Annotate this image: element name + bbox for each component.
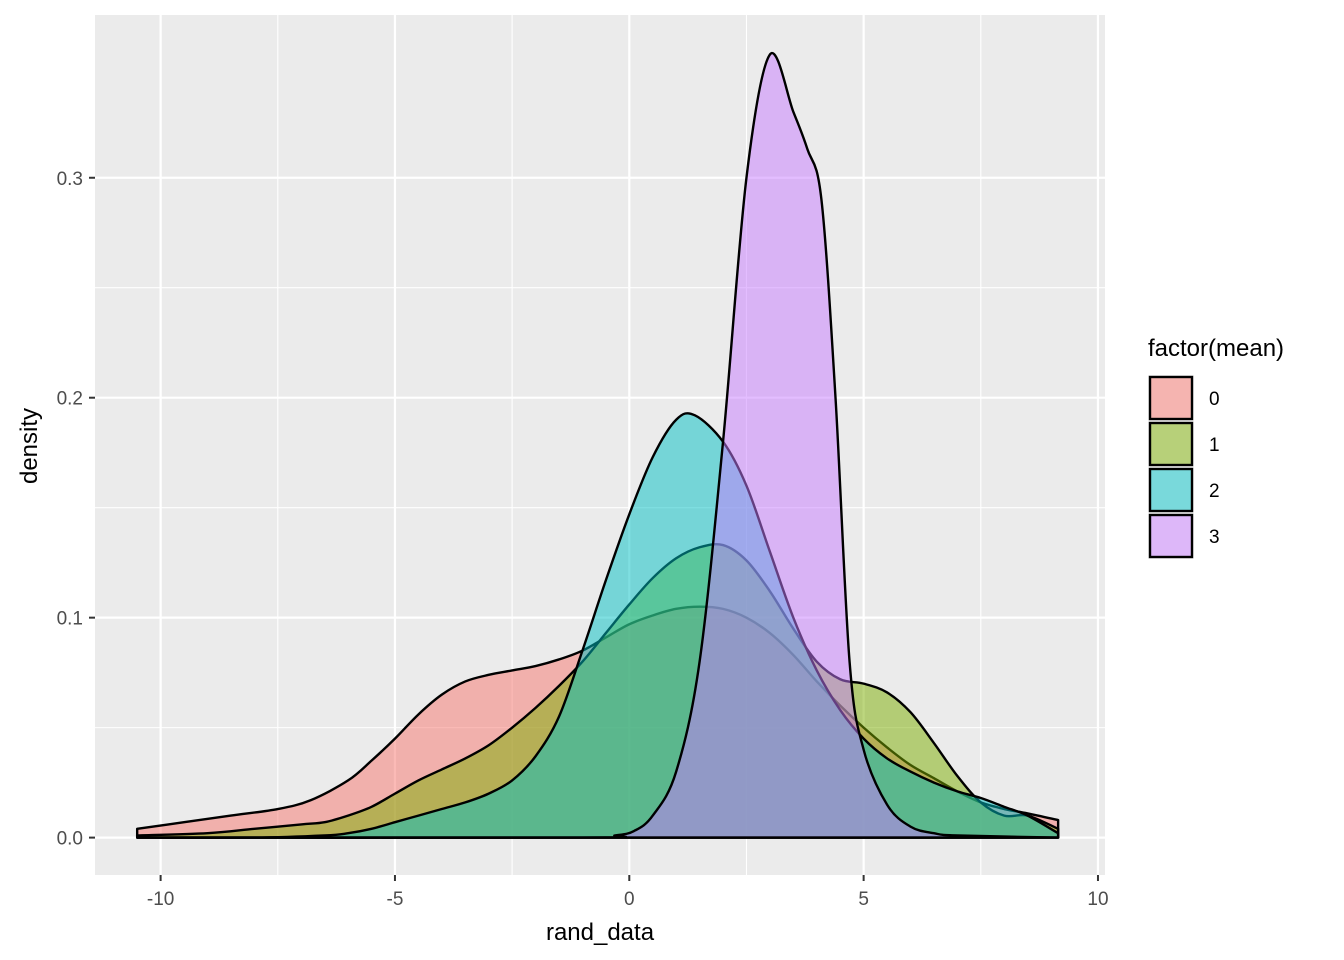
x-tick-label: 10 [1087, 889, 1108, 910]
y-tick-label: 0.2 [57, 389, 83, 410]
density-area-3 [135, 51, 1060, 839]
legend-label-3: 3 [1209, 527, 1220, 548]
legend-swatch-1 [1148, 421, 1194, 467]
legend-swatch-0 [1148, 375, 1194, 421]
y-axis: 0.0 0.1 0.2 0.3 [57, 169, 95, 850]
x-tick-label: -5 [387, 889, 404, 910]
legend-title: factor(mean) [1148, 335, 1284, 362]
x-axis: -10 -5 0 5 10 [147, 875, 1109, 910]
y-axis-title: density [16, 408, 43, 484]
x-tick-label: -10 [147, 889, 174, 910]
legend: factor(mean) 0 1 2 3 [1148, 335, 1284, 559]
x-tick-label: 0 [624, 889, 635, 910]
legend-label-1: 1 [1209, 435, 1220, 456]
y-tick-label: 0.1 [57, 609, 83, 630]
x-tick-label: 5 [858, 889, 869, 910]
y-tick-label: 0.0 [57, 829, 83, 850]
density-areas [135, 51, 1060, 839]
y-tick-label: 0.3 [57, 169, 83, 190]
legend-swatch-2 [1148, 467, 1194, 513]
legend-label-2: 2 [1209, 481, 1220, 502]
legend-swatch-3 [1148, 513, 1194, 559]
legend-label-0: 0 [1209, 389, 1220, 410]
x-axis-title: rand_data [546, 919, 655, 946]
